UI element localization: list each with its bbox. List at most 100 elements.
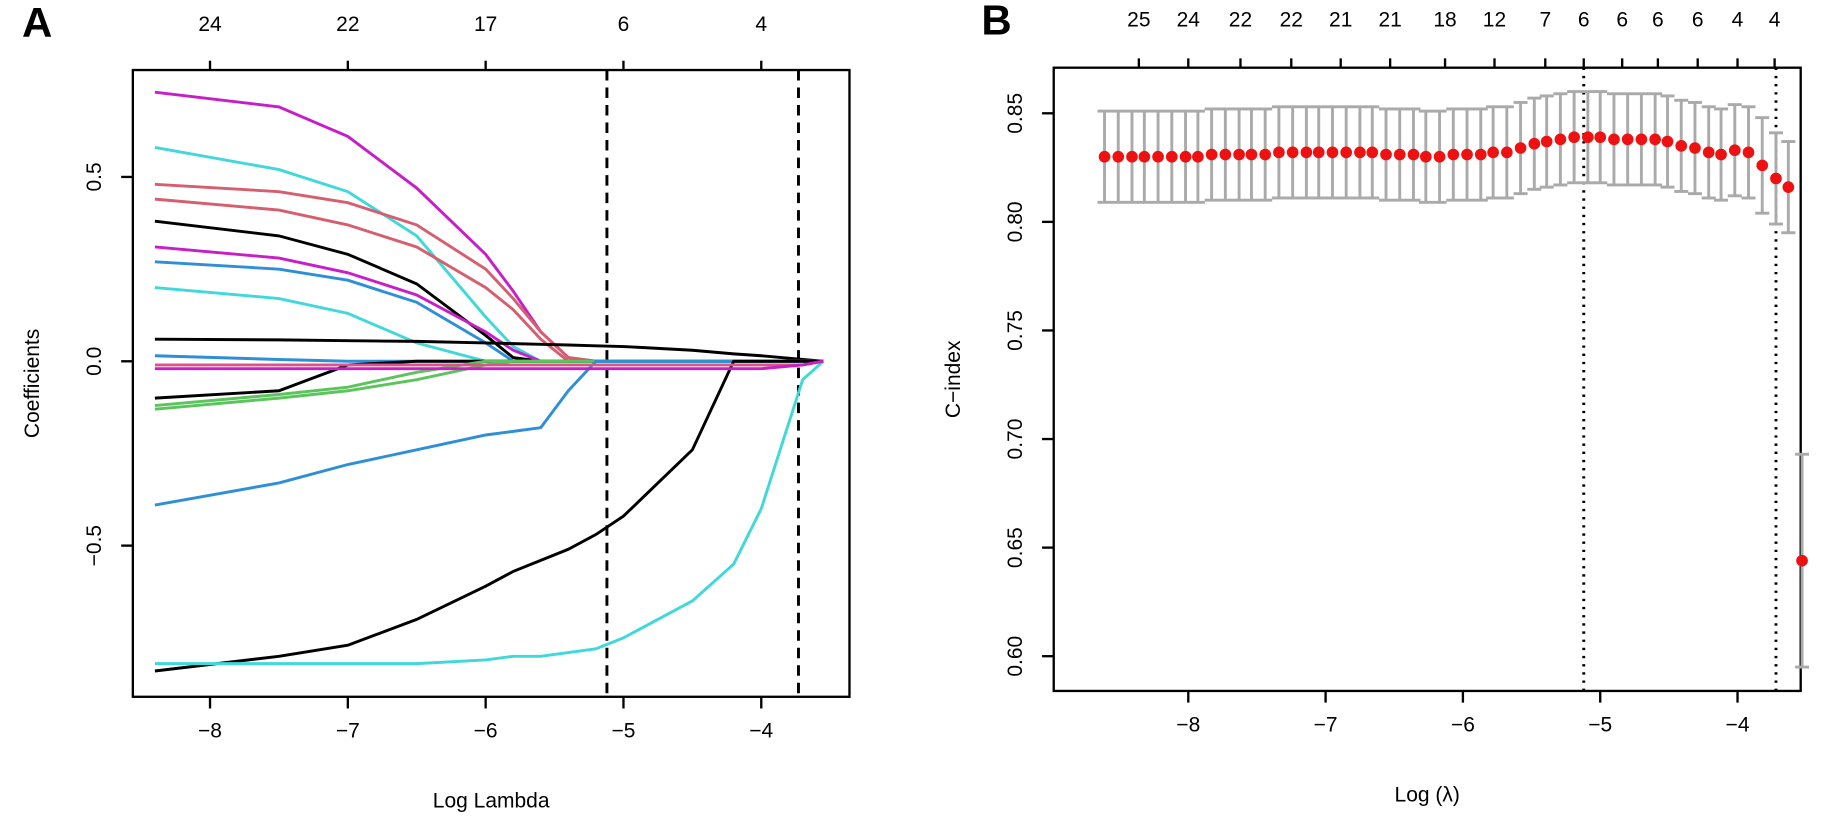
top-tick-label: 7	[1539, 9, 1551, 32]
panel-label: B	[981, 0, 1011, 43]
x-tick-label: −5	[1588, 714, 1612, 737]
point	[1568, 131, 1580, 144]
point	[1582, 131, 1594, 144]
point	[1205, 148, 1218, 161]
point	[1192, 150, 1204, 163]
x-tick-label: −6	[474, 719, 498, 742]
top-tick-label: 24	[198, 13, 222, 36]
point	[1233, 148, 1245, 161]
point	[1702, 146, 1715, 159]
point	[1393, 148, 1406, 161]
point	[1152, 150, 1164, 163]
point	[1594, 131, 1607, 144]
point	[1782, 181, 1795, 193]
top-tick-label: 4	[755, 13, 767, 36]
point	[1461, 148, 1473, 161]
panel-label: A	[22, 0, 52, 46]
coefficient-path	[154, 337, 824, 363]
y-axis-label: C−index	[942, 340, 965, 418]
point	[1245, 148, 1258, 161]
point	[1138, 150, 1151, 163]
top-tick-label: 4	[1769, 9, 1781, 32]
point	[1447, 148, 1460, 161]
top-tick-label: 6	[1616, 9, 1628, 32]
top-tick-label: 12	[1483, 9, 1506, 32]
y-tick-label: 0.85	[1004, 93, 1027, 134]
point	[1770, 172, 1782, 185]
x-tick-label: −8	[198, 719, 222, 742]
point	[1796, 554, 1808, 567]
coefficient-path	[154, 260, 824, 363]
top-tick-label: 22	[1229, 9, 1252, 32]
y-tick-label: 0.65	[1004, 527, 1027, 568]
point	[1433, 150, 1446, 163]
top-tick-label: 22	[1280, 9, 1303, 32]
y-tick-label: 0.60	[1004, 636, 1027, 677]
x-tick-label: −4	[1726, 714, 1750, 737]
coefficient-path	[154, 359, 824, 371]
coefficient-path	[154, 360, 825, 666]
point	[1675, 140, 1688, 152]
point	[1487, 146, 1499, 159]
point	[1380, 148, 1392, 161]
point	[1126, 150, 1138, 163]
point	[1419, 150, 1432, 163]
y-tick-label: 0.0	[83, 347, 106, 376]
top-tick-label: 24	[1177, 9, 1201, 32]
point	[1340, 146, 1353, 159]
top-tick-label: 6	[1578, 9, 1590, 32]
point	[1219, 148, 1232, 161]
coefficient-path	[154, 145, 824, 363]
point	[1112, 150, 1125, 163]
point	[1354, 146, 1366, 159]
y-tick-label: 0.75	[1004, 310, 1027, 351]
point	[1273, 146, 1285, 159]
plot-frame	[1052, 66, 1802, 693]
x-tick-label: −4	[749, 719, 773, 742]
point	[1649, 133, 1661, 146]
y-tick-label: 0.70	[1004, 419, 1027, 460]
point	[1554, 133, 1567, 146]
point	[1165, 150, 1178, 163]
top-tick-label: 22	[336, 13, 359, 36]
point	[1528, 137, 1541, 150]
y-tick-label: −0.5	[83, 525, 106, 566]
point	[1608, 133, 1620, 146]
point	[1474, 148, 1487, 161]
point	[1259, 148, 1272, 161]
plot-frame	[131, 68, 851, 698]
x-tick-label: −8	[1176, 714, 1200, 737]
point	[1661, 135, 1674, 148]
point	[1366, 146, 1379, 159]
coefficient-path	[154, 359, 824, 673]
point	[1621, 133, 1634, 146]
point	[1689, 142, 1701, 154]
point	[1715, 148, 1727, 161]
point	[1098, 150, 1111, 163]
top-tick-label: 6	[1652, 9, 1664, 32]
point	[1540, 135, 1553, 148]
x-axis-label: Log Lambda	[433, 789, 550, 812]
top-tick-label: 18	[1433, 9, 1456, 32]
y-tick-label: 0.5	[83, 162, 106, 191]
point	[1179, 150, 1192, 163]
x-axis-label: Log (λ)	[1395, 784, 1460, 807]
top-tick-label: 17	[474, 13, 497, 36]
point	[1742, 146, 1755, 159]
x-tick-label: −7	[1314, 714, 1338, 737]
top-tick-label: 21	[1329, 9, 1352, 32]
top-tick-label: 6	[1692, 9, 1704, 32]
coefficient-path	[154, 286, 824, 363]
top-tick-label: 4	[1732, 9, 1744, 32]
top-tick-label: 6	[618, 13, 630, 36]
point	[1501, 146, 1513, 159]
coefficient-path	[154, 359, 824, 367]
point	[1407, 148, 1420, 161]
x-tick-label: −5	[611, 719, 635, 742]
point	[1728, 144, 1741, 157]
point	[1756, 159, 1769, 172]
point	[1312, 146, 1325, 159]
y-tick-label: 0.80	[1004, 201, 1027, 242]
x-tick-label: −7	[336, 719, 360, 742]
